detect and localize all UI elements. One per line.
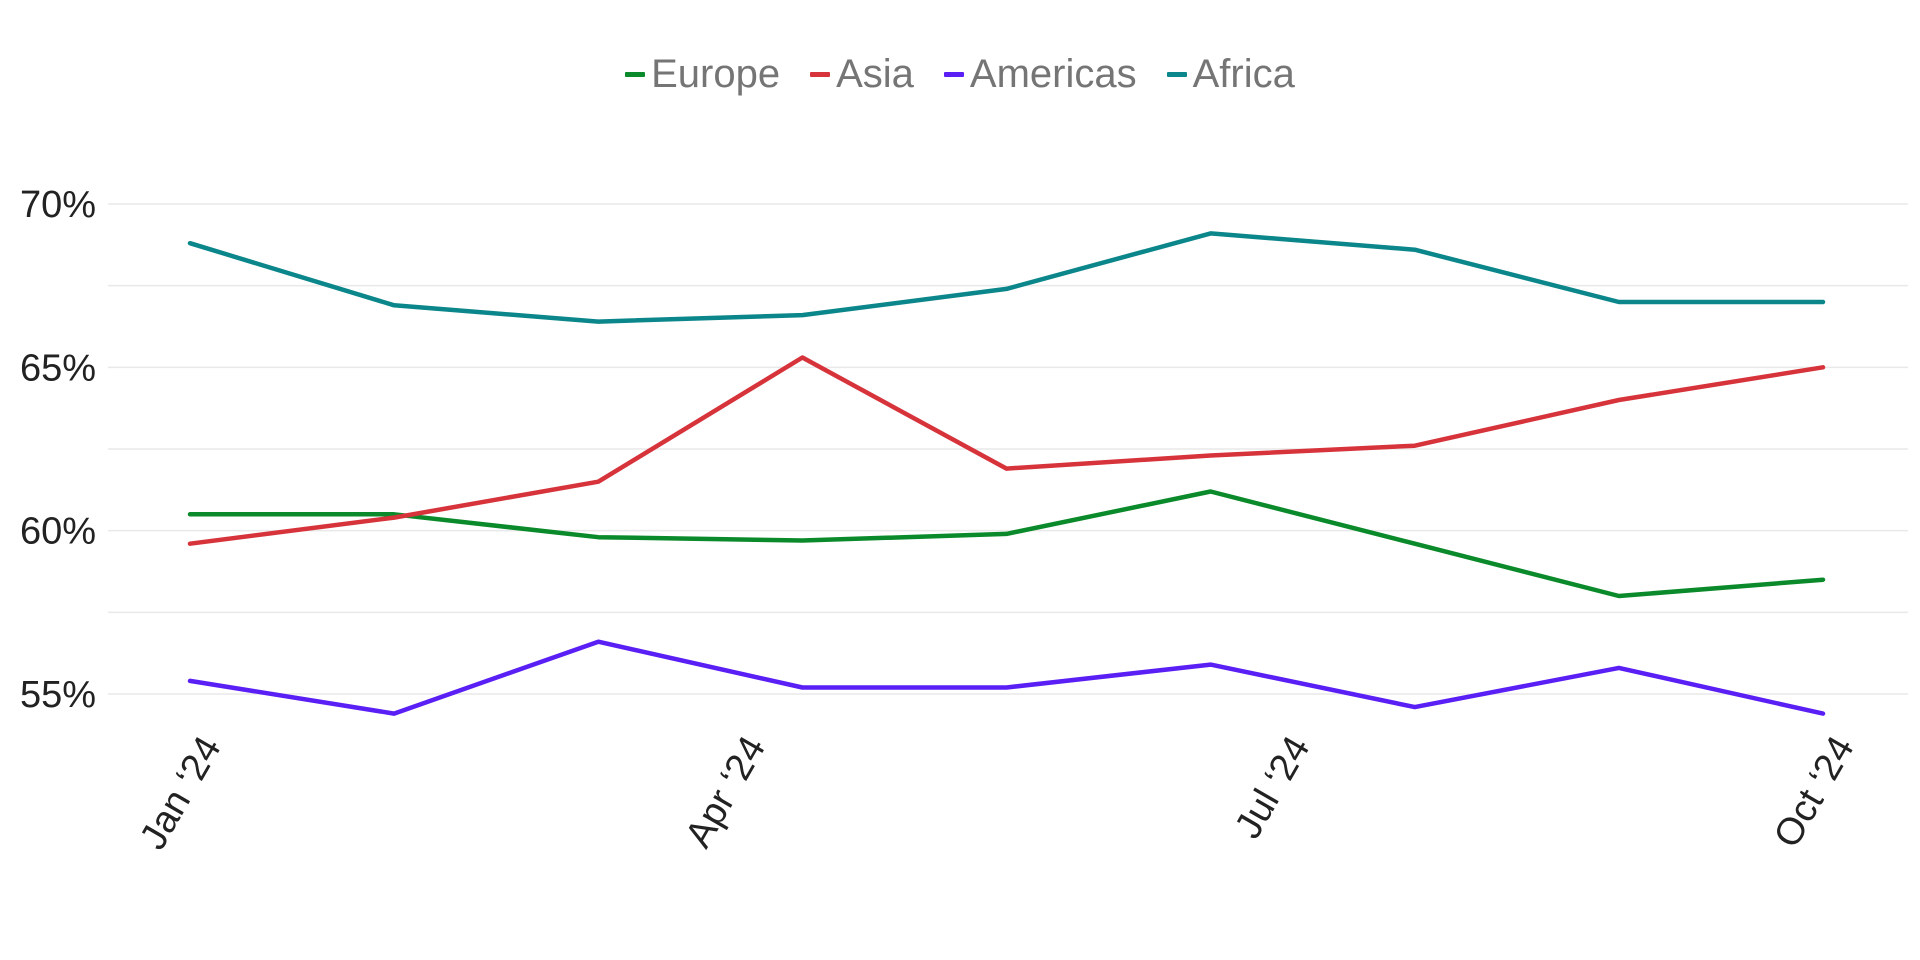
x-tick-label: Oct ‘24 xyxy=(1766,730,1863,855)
legend-swatch xyxy=(810,72,831,77)
legend-label: Africa xyxy=(1192,52,1295,96)
y-tick-label: 60% xyxy=(20,511,96,553)
legend-label: Asia xyxy=(836,52,914,96)
legend-label: Europe xyxy=(651,52,781,96)
legend-swatch xyxy=(625,72,646,77)
series-line-asia xyxy=(187,355,1826,546)
legend-item-americas: Americas xyxy=(943,52,1137,97)
y-tick-label: 70% xyxy=(20,184,96,226)
legend-item-asia: Asia xyxy=(810,52,914,97)
x-tick-label: Jul ‘24 xyxy=(1227,730,1318,846)
x-tick-label: Jan ‘24 xyxy=(132,730,230,857)
legend-swatch xyxy=(943,72,964,77)
legend-label: Americas xyxy=(969,52,1137,96)
series-line-americas xyxy=(187,639,1826,716)
series-line-africa xyxy=(187,231,1826,324)
legend: Europe Asia Americas Africa xyxy=(0,52,1920,97)
y-tick-label: 65% xyxy=(20,347,96,389)
legend-item-africa: Africa xyxy=(1166,52,1295,97)
legend-item-europe: Europe xyxy=(625,52,780,97)
y-tick-label: 55% xyxy=(20,674,96,716)
x-tick-label: Apr ‘24 xyxy=(678,730,775,855)
legend-swatch xyxy=(1166,72,1187,77)
series-line-europe xyxy=(187,489,1826,599)
